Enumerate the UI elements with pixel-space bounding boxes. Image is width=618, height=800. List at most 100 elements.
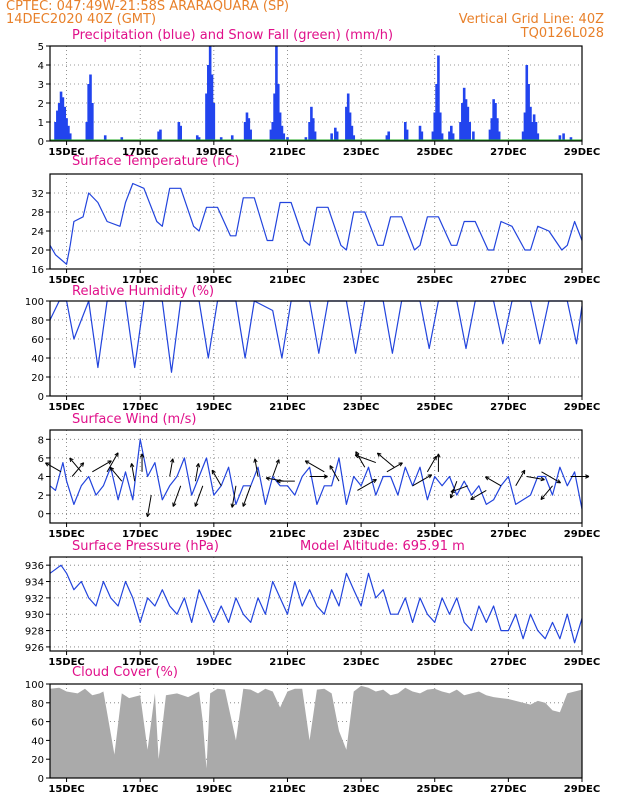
precip-bar xyxy=(205,93,208,141)
wind-arrow-head xyxy=(45,462,49,467)
x-tick-label: 17DEC xyxy=(122,784,158,795)
precip-bar xyxy=(532,114,536,141)
precip-bar xyxy=(488,129,492,141)
wind-arrow-shaft xyxy=(354,454,376,464)
precip-bar xyxy=(179,125,182,141)
wind-arrow-shaft xyxy=(386,462,403,473)
y-tick-label: 2 xyxy=(38,491,44,502)
x-tick-label: 21DEC xyxy=(269,784,305,795)
wind-arrow-head xyxy=(129,463,133,468)
y-tick-label: 60 xyxy=(31,718,44,729)
y-tick-label: 2 xyxy=(38,99,44,110)
x-tick-label: 27DEC xyxy=(490,784,526,795)
y-tick-label: 20 xyxy=(31,755,44,766)
precip-bar xyxy=(271,122,275,141)
precip-bar xyxy=(286,137,289,141)
x-tick-label: 25DEC xyxy=(417,784,453,795)
series-line xyxy=(49,438,583,510)
wind-arrow-head xyxy=(211,469,216,473)
wind-arrow-head xyxy=(304,460,308,465)
precip-bar xyxy=(345,106,348,141)
wind-arrow-head xyxy=(323,474,328,477)
wind-arrow-head xyxy=(323,476,328,479)
wind-arrow-head xyxy=(373,479,377,484)
y-tick-label: 24 xyxy=(31,227,44,238)
x-tick-label: 25DEC xyxy=(417,529,453,540)
precip-bar xyxy=(492,99,495,141)
precip-bar xyxy=(420,131,424,141)
y-tick-label: 3 xyxy=(38,80,44,91)
wind-arrow-shaft xyxy=(146,495,152,517)
precip-bar xyxy=(534,122,538,141)
y-tick-label: 0 xyxy=(38,137,44,148)
series-line xyxy=(49,182,583,265)
precip-bar xyxy=(527,84,530,141)
x-tick-label: 23DEC xyxy=(343,275,379,286)
x-tick-label: 23DEC xyxy=(343,529,379,540)
wind-arrow-head xyxy=(376,452,380,457)
wind-arrow-head xyxy=(354,454,359,459)
wind-arrow-shaft xyxy=(45,462,62,473)
x-tick-label: 19DEC xyxy=(196,147,232,158)
precip-bar xyxy=(159,129,162,141)
precip-bar xyxy=(208,46,212,141)
precip-bar xyxy=(525,65,529,141)
precip-bar xyxy=(282,133,286,141)
precip-bar xyxy=(280,125,284,141)
x-tick-label: 21DEC xyxy=(269,657,305,668)
panel-frame xyxy=(49,683,583,779)
precip-bar xyxy=(243,122,247,141)
x-tick-label: 27DEC xyxy=(490,529,526,540)
panel-rh: 0 20 40 60 80 100 15DEC 17DEC 19DEC 21DEC 23DEC 25D… xyxy=(25,297,600,413)
y-tick-label: 5 xyxy=(38,42,44,53)
wind-arrow-shaft xyxy=(329,465,340,482)
y-tick-label: 1 xyxy=(38,118,44,129)
x-tick-label: 21DEC xyxy=(269,402,305,413)
wind-arrow-head xyxy=(109,467,112,472)
y-tick-label: 0 xyxy=(38,510,44,521)
wind-arrow-head xyxy=(198,463,201,468)
wind-arrow-head xyxy=(276,480,281,484)
precip-bar xyxy=(120,137,124,141)
precip-bar xyxy=(385,135,389,141)
precip-bar xyxy=(308,122,311,141)
precip-bar xyxy=(451,133,455,141)
wind-arrow-shaft xyxy=(515,469,526,487)
precip-bar xyxy=(195,135,199,141)
precip-bar xyxy=(278,112,282,141)
wind-arrow-head xyxy=(108,460,112,465)
precip-bar xyxy=(67,125,70,141)
x-tick-label: 17DEC xyxy=(122,529,158,540)
precip-bar xyxy=(89,74,92,141)
x-tick-label: 29DEC xyxy=(564,402,600,413)
y-tick-label: 80 xyxy=(31,699,44,710)
wind-arrow-shaft xyxy=(357,479,377,491)
grid-line-header: Vertical Grid Line: 40Z xyxy=(458,12,604,27)
wind-arrow-head xyxy=(170,458,174,463)
precip-bar xyxy=(569,137,573,141)
panel-frame xyxy=(49,173,583,270)
wind-arrow-head xyxy=(114,452,119,456)
x-tick-label: 19DEC xyxy=(196,402,232,413)
wind-arrow-head xyxy=(253,458,256,463)
precip-bar xyxy=(494,103,497,141)
wind-arrow-head xyxy=(276,478,281,482)
wind-arrow-head xyxy=(275,459,280,463)
precip-bar xyxy=(207,65,210,141)
precip-bar xyxy=(440,133,444,141)
wind-arrow-shaft xyxy=(169,458,174,477)
precip-bar xyxy=(310,106,313,141)
wind-arrow-head xyxy=(450,494,454,499)
y-tick-label: 28 xyxy=(31,208,44,219)
precip-bar xyxy=(418,125,422,141)
x-tick-label: 15DEC xyxy=(48,529,84,540)
series-line xyxy=(49,564,583,644)
x-tick-label: 21DEC xyxy=(269,147,305,158)
precip-bar xyxy=(346,93,350,141)
panel-wind: 0 2 4 6 8 15DEC 17DEC 19DEC 21DEC 23DEC 25DEC 27DEC… xyxy=(38,429,600,540)
precip-bar xyxy=(348,112,352,141)
precip-bar xyxy=(59,91,63,141)
y-tick-label: 932 xyxy=(25,594,44,605)
cloud-cover-area xyxy=(50,685,582,778)
wind-arrow-shaft xyxy=(69,457,82,473)
